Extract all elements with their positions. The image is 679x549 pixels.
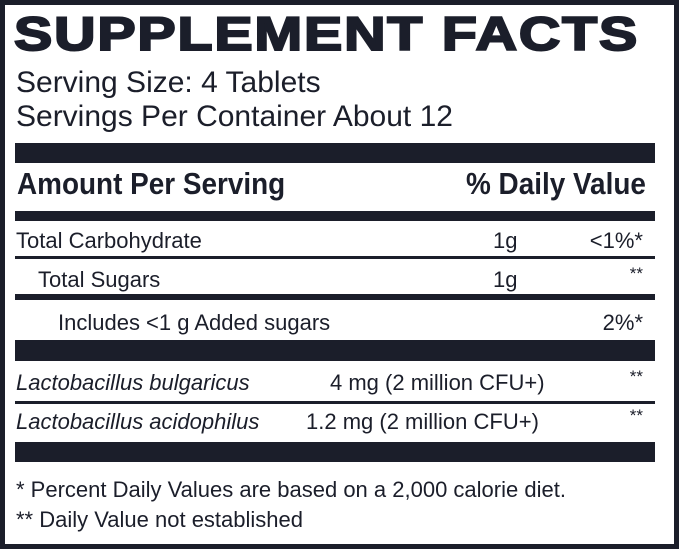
row-name: Includes <1 g Added sugars [58, 310, 331, 335]
amount-per-serving-header: Amount Per Serving [17, 166, 286, 201]
row-amount: 1.2 mg (2 million CFU+) [306, 409, 539, 434]
row-name: Total Carbohydrate [16, 228, 202, 253]
divider-thin [15, 401, 655, 404]
daily-value-header: % Daily Value [466, 166, 646, 201]
divider-medium [15, 211, 655, 221]
footnote: ** Daily Value not established [16, 507, 303, 532]
row-amount: 1g [493, 267, 518, 292]
row-dv: ** [629, 367, 643, 386]
row-dv: ** [629, 264, 643, 283]
servings-per-container: Servings Per Container About 12 [16, 100, 453, 133]
footnote: * Percent Daily Values are based on a 2,… [16, 477, 566, 502]
row-dv: <1%* [589, 228, 643, 253]
row-dv: ** [629, 406, 643, 425]
divider-thin [15, 256, 655, 259]
divider-thin [15, 294, 655, 300]
row-amount: 1g [493, 228, 518, 253]
serving-size: Serving Size: 4 Tablets [16, 66, 321, 99]
row-amount: 4 mg (2 million CFU+) [330, 370, 545, 395]
divider-thick [15, 143, 655, 163]
label-title: SUPPLEMENT FACTS [13, 6, 640, 61]
divider-thick [15, 340, 655, 361]
divider-thick [15, 442, 655, 462]
row-name: Total Sugars [38, 267, 161, 292]
row-dv: 2%* [602, 310, 643, 335]
row-name: Lactobacillus acidophilus [16, 409, 260, 434]
row-name: Lactobacillus bulgaricus [16, 370, 250, 395]
